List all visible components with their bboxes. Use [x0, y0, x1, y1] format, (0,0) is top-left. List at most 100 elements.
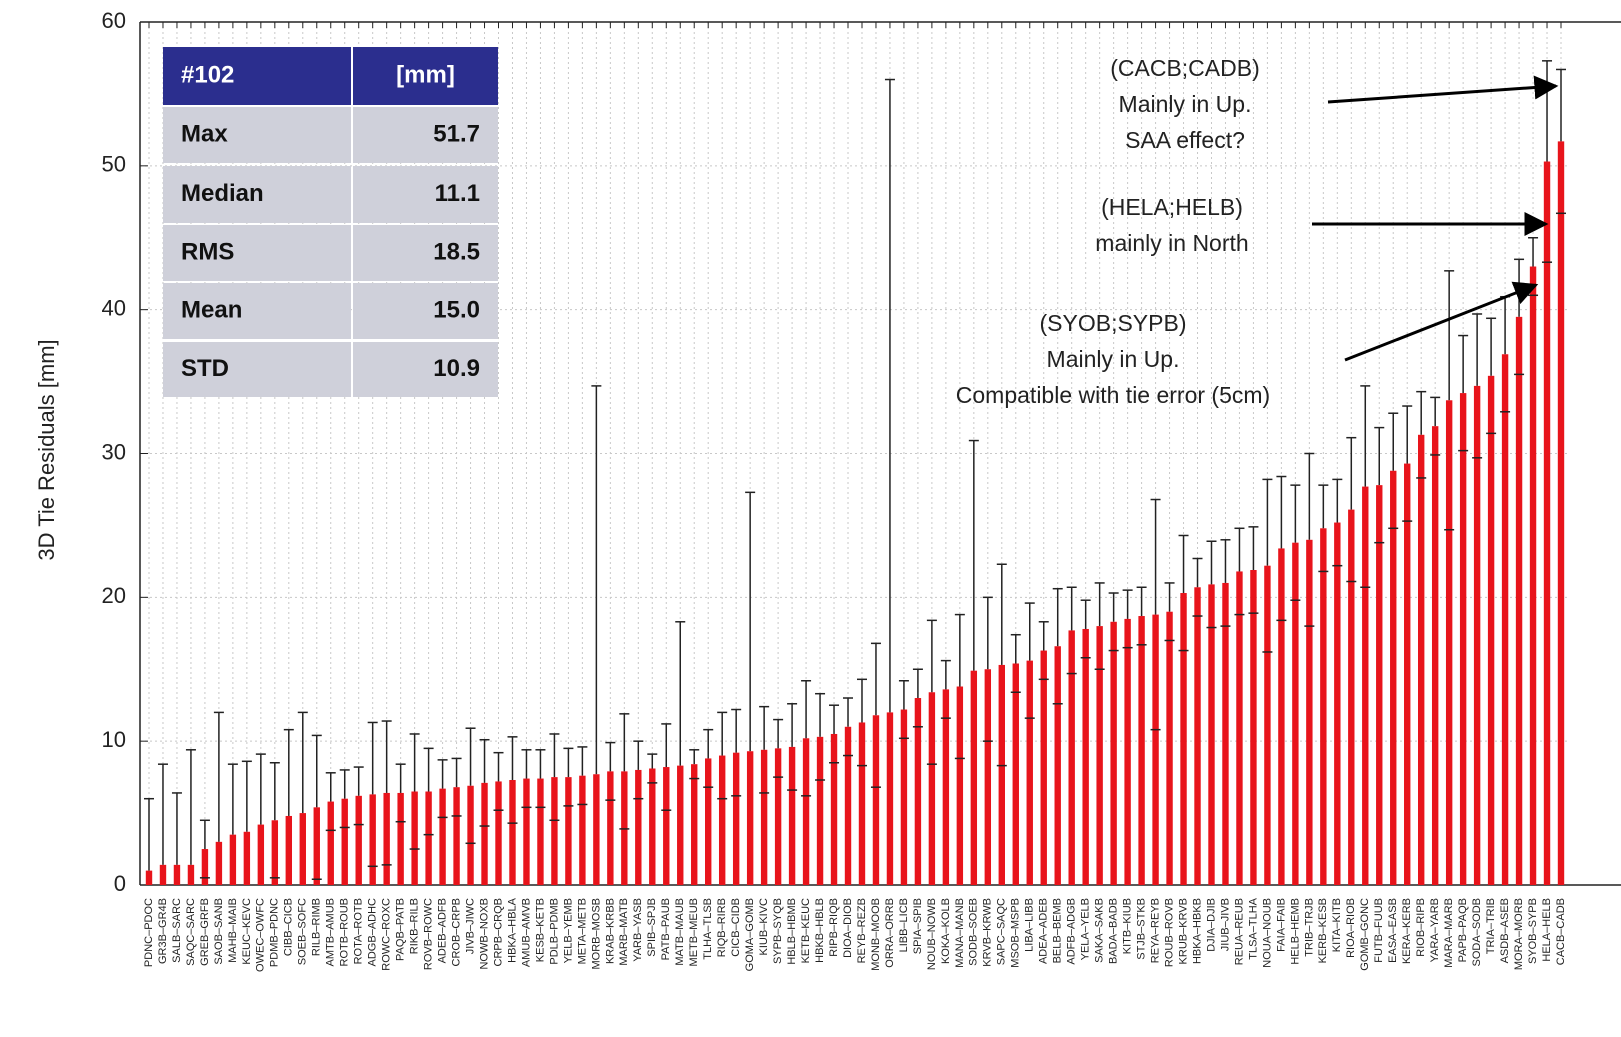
x-tick-label: LIBB–LICB	[898, 898, 910, 952]
bar	[215, 841, 223, 885]
bar	[439, 788, 446, 885]
bar	[635, 769, 642, 885]
x-tick-label: SODB–SOEB	[968, 898, 980, 966]
bar	[327, 801, 334, 885]
x-tick-label: AMTB–AMUB	[325, 898, 337, 966]
x-tick-label: BADA–BADB	[1108, 898, 1120, 964]
bar	[313, 807, 320, 885]
x-tick-label: DIOA–DIOB	[842, 898, 854, 958]
table-cell	[163, 166, 351, 223]
bar	[495, 781, 502, 885]
bar	[145, 870, 153, 885]
x-tick-label: TRIB–TRJB	[1303, 898, 1315, 957]
bar	[774, 748, 782, 885]
x-tick-label: TLSA–TLHA	[1247, 897, 1259, 959]
bar	[299, 813, 306, 885]
x-tick-label: RIQB–RIRB	[716, 898, 728, 957]
bar	[383, 792, 390, 885]
bar	[1473, 385, 1481, 885]
x-tick-label: SPIA–SPIB	[912, 898, 924, 954]
x-tick-label: KEUC–KEVC	[241, 898, 253, 965]
bar	[942, 689, 950, 885]
x-tick-label: HBKB–HBLB	[814, 898, 826, 963]
bar	[746, 751, 754, 885]
table-value: 51.7	[433, 120, 480, 147]
bar	[537, 778, 544, 885]
bar	[1278, 548, 1285, 885]
x-tick-label: PDMB–PDNC	[269, 898, 281, 967]
table-value: 11.1	[435, 180, 480, 207]
x-tick-label: ROTB–ROUB	[339, 898, 351, 966]
annotation: Compatible with tie error (5cm)	[956, 382, 1270, 408]
annotation: Mainly in Up.	[1047, 346, 1180, 372]
bar	[565, 777, 572, 885]
x-tick-label: MANA–MANB	[954, 898, 966, 968]
x-tick-label: KIUB–KIVC	[758, 898, 770, 956]
x-tick-label: SYPB–SYQB	[772, 898, 784, 964]
x-tick-label: RILB–RIMB	[311, 898, 323, 956]
table-row-label: Median	[181, 180, 264, 207]
x-tick-label: YARA–YARB	[1429, 898, 1441, 962]
x-tick-label: KRAB–KRBB	[604, 898, 616, 964]
bar	[1557, 141, 1565, 886]
x-tick-label: RIKB–RILB	[409, 898, 421, 954]
bar	[760, 749, 768, 885]
x-tick-label: ROWC–ROXC	[381, 898, 393, 971]
y-tick-label: 30	[102, 439, 126, 464]
x-tick-label: SODA–SODB	[1471, 898, 1483, 966]
x-tick-label: TLHA–TLSB	[702, 898, 714, 960]
y-tick-label: 50	[102, 152, 126, 177]
x-tick-label: KRUB–KRVB	[1177, 898, 1189, 964]
bar	[691, 764, 698, 885]
bar	[1529, 266, 1537, 885]
x-tick-label: SOEB–SOFC	[297, 898, 309, 965]
bar	[159, 864, 167, 885]
x-tick-label: ADGB–ADHC	[367, 898, 379, 967]
x-tick-label: SAKA–SAKB	[1094, 898, 1106, 963]
bar	[914, 698, 922, 885]
bar	[816, 736, 824, 885]
x-tick-label: PAQB–PATB	[395, 898, 407, 961]
bar	[1068, 630, 1075, 885]
bar	[467, 785, 474, 885]
x-tick-label: KITA–KITB	[1331, 898, 1343, 952]
x-tick-label: REYB–REZB	[856, 898, 868, 963]
x-tick-label: YARB–YASB	[632, 898, 644, 962]
x-tick-label: GREB–GRFB	[199, 898, 211, 966]
table-value: 15.0	[433, 296, 480, 323]
bar	[271, 820, 279, 885]
bar	[1334, 522, 1341, 885]
bar	[1543, 161, 1551, 886]
annotation: (SYOB;SYPB)	[1040, 310, 1187, 336]
bar	[1348, 509, 1355, 885]
bar	[257, 824, 265, 885]
bar	[1138, 616, 1145, 885]
x-tick-label: AMUB–AMVB	[520, 898, 532, 967]
plot-area: PDNC–PDOC GR3B–GR4B SALB–SARC SAQC–SARC GREB…	[139, 21, 1621, 972]
bar	[1236, 571, 1243, 885]
x-tick-label: MORA–MORB	[1513, 898, 1525, 970]
x-tick-label: STJB–STKB	[1136, 898, 1148, 960]
x-tick-label: ROVB–ROWC	[423, 898, 435, 970]
bar	[411, 791, 418, 885]
y-tick-label: 60	[102, 8, 126, 33]
x-tick-label: PDNC–PDOC	[143, 898, 155, 967]
bar	[872, 715, 880, 885]
bar	[341, 798, 348, 885]
bar	[1096, 626, 1103, 885]
bar	[1292, 542, 1299, 885]
bar	[1124, 618, 1131, 885]
bar	[1222, 582, 1229, 885]
x-tick-label: HBKA–HBLA	[506, 897, 518, 962]
x-tick-label: HELB–HEMB	[1289, 898, 1301, 965]
x-tick-label: HELA–HELB	[1541, 898, 1553, 962]
bar	[1152, 614, 1159, 885]
bar	[1501, 354, 1509, 885]
table-cell	[163, 225, 351, 281]
table-cell	[163, 283, 351, 339]
annotation: mainly in North	[1095, 230, 1248, 256]
bar	[984, 669, 992, 885]
bar	[802, 738, 810, 885]
bar	[844, 726, 852, 885]
x-tick-label: DJIA–DJIB	[1205, 898, 1217, 952]
